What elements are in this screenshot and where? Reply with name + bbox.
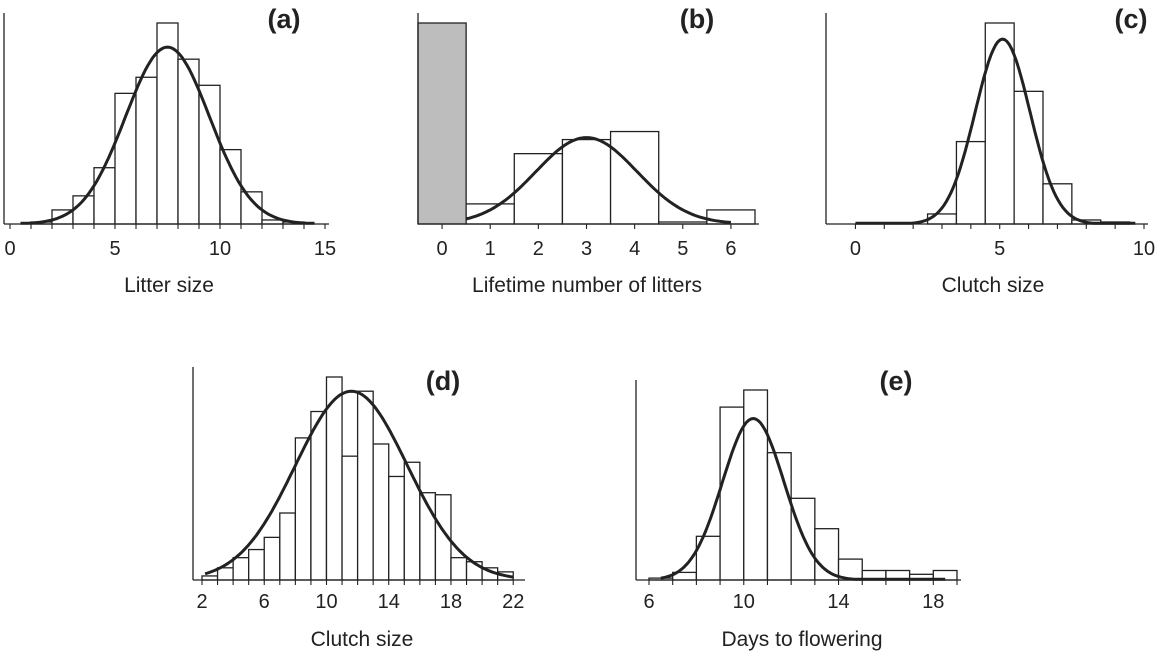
x-tick-label: 14: [827, 591, 849, 613]
panel-a-xlabel: Litter size: [124, 274, 214, 297]
x-tick-label: 1: [485, 238, 496, 260]
x-tick-label: 0: [4, 238, 15, 260]
x-axis-ticks: 0 5 10: [850, 224, 1155, 260]
x-tick-label: 0: [437, 238, 448, 260]
x-tick-label: 10: [209, 238, 231, 260]
panel-c: (c) Clutch size 0 5 10: [825, 4, 1155, 297]
histogram-bar: [609, 130, 660, 225]
x-tick-label: 0: [850, 238, 861, 260]
histogram-bar: [513, 152, 564, 225]
x-axis-ticks: 0 5 10 15: [4, 224, 336, 260]
panel-a-letter: (a): [268, 4, 301, 34]
histogram-bar: [93, 167, 116, 225]
histogram-bar: [219, 148, 242, 225]
histogram-bars: [201, 376, 514, 581]
x-tick-label: 2: [196, 591, 207, 613]
x-tick-label: 5: [109, 238, 120, 260]
histogram-bar: [561, 138, 612, 225]
histogram-bar: [955, 140, 986, 225]
x-tick-label: 10: [1133, 238, 1155, 260]
histogram-bar: [263, 536, 281, 581]
x-tick-label: 5: [677, 238, 688, 260]
histogram-bar: [984, 22, 1015, 225]
histogram-bars: [417, 22, 756, 225]
panel-c-xlabel: Clutch size: [942, 274, 1045, 297]
x-tick-label: 10: [733, 591, 755, 613]
histogram-bar: [135, 76, 158, 225]
x-axis-ticks: 2 6 10 14 18 22: [196, 580, 524, 613]
histogram-bar: [417, 22, 467, 225]
histogram-bar: [356, 390, 374, 581]
histogram-bar: [450, 557, 468, 581]
histogram-bar: [310, 410, 328, 581]
panel-e-xlabel: Days to flowering: [721, 628, 882, 651]
panel-d-xlabel: Clutch size: [311, 628, 414, 651]
panel-d-letter: (d): [426, 366, 460, 396]
x-axis-ticks: 0 1 2 3 4 5 6: [437, 224, 736, 260]
panel-a: (a) Litter size 0 5 10 15: [3, 4, 336, 297]
histogram-bars: [30, 22, 305, 225]
fitted-curve: [660, 417, 946, 581]
x-tick-label: 4: [629, 238, 640, 260]
x-tick-label: 5: [994, 238, 1005, 260]
x-tick-label: 3: [581, 238, 592, 260]
histogram-bar: [403, 461, 421, 581]
x-tick-label: 2: [533, 238, 544, 260]
panel-e: (e) Days to flowering 6 10 14 18: [635, 366, 961, 651]
histogram-bar: [465, 203, 515, 225]
histogram-bar: [232, 557, 250, 581]
histogram-bar: [198, 84, 221, 225]
x-tick-label: 18: [440, 591, 462, 613]
histogram-bar: [388, 475, 405, 581]
panel-b: (b) Lifetime number of litters 0 1 2 3 4 5 6: [417, 4, 759, 297]
histogram-bar: [372, 443, 390, 581]
fitted-curve: [465, 136, 732, 224]
panel-b-xlabel: Lifetime number of litters: [472, 274, 702, 297]
x-tick-label: 6: [643, 591, 654, 613]
panel-c-letter: (c): [1115, 4, 1148, 34]
panel-e-letter: (e): [880, 366, 913, 396]
panel-d: (d) Clutch size 2 6 10 14 18 22: [192, 366, 525, 651]
histogram-bar: [156, 22, 179, 225]
histogram-bar: [248, 548, 265, 581]
panel-b-letter: (b): [680, 4, 714, 34]
histogram-bar: [1042, 183, 1073, 225]
x-tick-label: 18: [922, 591, 944, 613]
x-tick-label: 6: [259, 591, 270, 613]
x-tick-label: 15: [314, 238, 336, 260]
histogram-bar: [341, 455, 359, 581]
fitted-curve: [204, 389, 514, 579]
x-tick-label: 22: [502, 591, 524, 613]
fitted-curve: [20, 45, 315, 225]
x-tick-label: 14: [378, 591, 400, 613]
x-axis-ticks: 6 10 14 18: [643, 580, 958, 613]
x-tick-label: 10: [315, 591, 337, 613]
x-tick-label: 6: [725, 238, 736, 260]
fitted-curve: [855, 37, 1136, 225]
histogram-bars: [926, 22, 1131, 225]
histogram-bar: [279, 512, 297, 581]
